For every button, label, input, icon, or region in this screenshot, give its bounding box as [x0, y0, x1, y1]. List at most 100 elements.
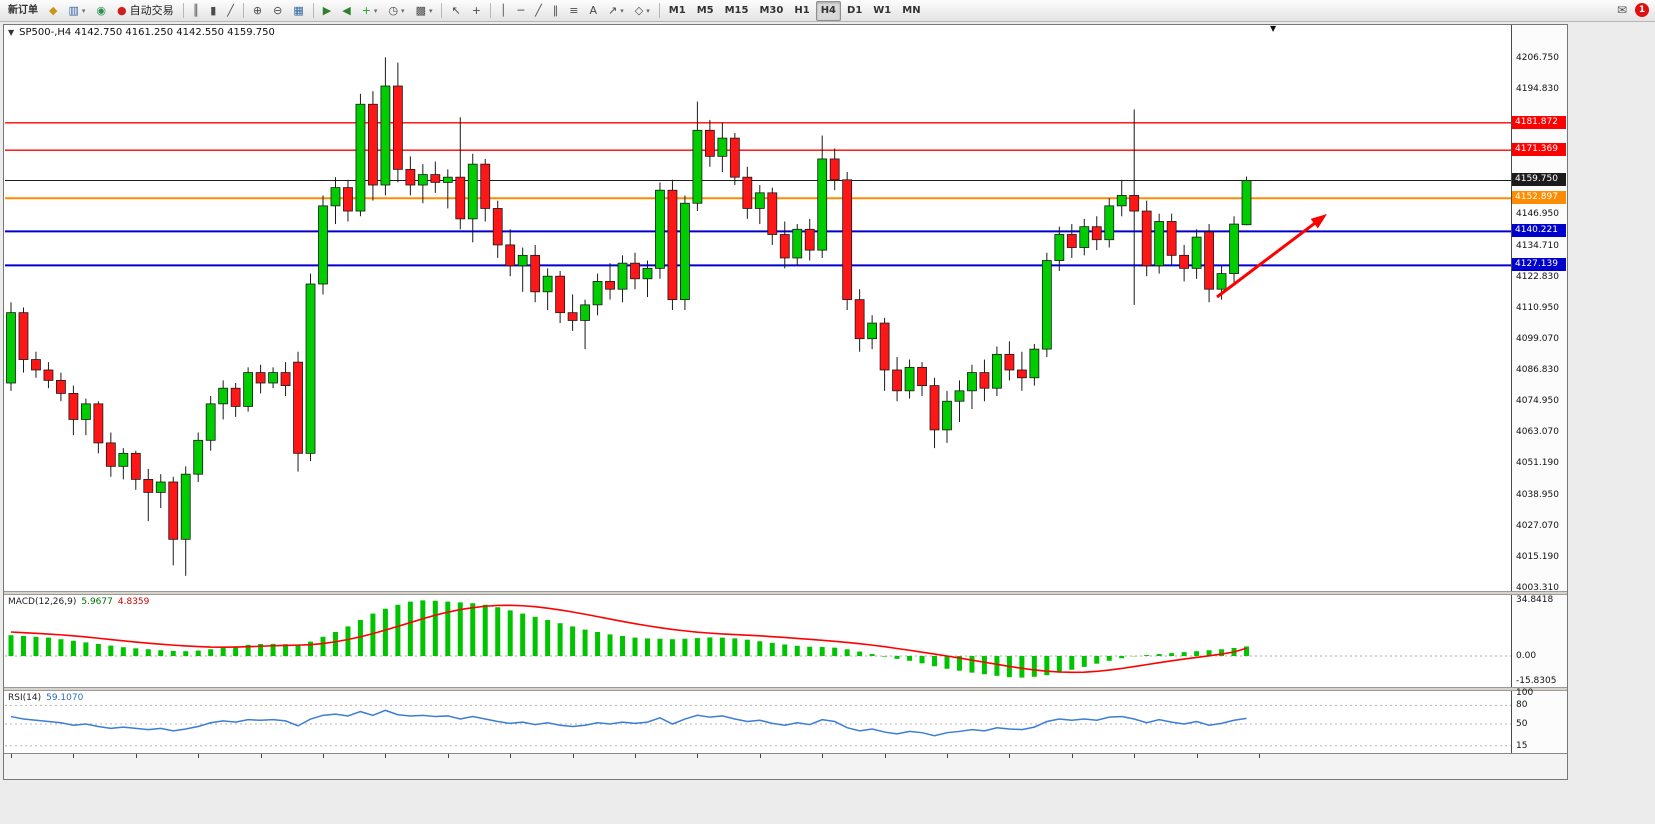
bar-chart-icon[interactable]: ║: [188, 1, 205, 21]
candle-up: [442, 176, 453, 183]
new-order-button-label: 新订单: [8, 4, 38, 16]
candle-down: [892, 369, 902, 392]
mail-icon[interactable]: ✉: [1616, 3, 1627, 17]
collapse-icon[interactable]: ▼: [8, 28, 15, 37]
timeframe-h4-button[interactable]: H4: [815, 0, 842, 21]
vertical-line-icon: │: [499, 4, 507, 17]
candle-up: [155, 481, 166, 493]
y-axis-label: 4110.950: [1516, 302, 1559, 313]
timeframe-d1-button[interactable]: D1: [842, 1, 867, 21]
chart-shift-icon[interactable]: ◀: [337, 1, 355, 21]
candle-up: [305, 283, 316, 454]
candle-up: [580, 304, 590, 321]
vertical-line-icon[interactable]: │: [495, 1, 512, 21]
x-axis-tick: [1196, 754, 1198, 758]
channel-icon: ∥: [552, 4, 559, 17]
candle-up: [1104, 205, 1115, 241]
market-watch-icon[interactable]: ◉: [91, 1, 111, 21]
candle-up: [1191, 236, 1202, 269]
x-axis-tick: [635, 754, 636, 758]
horizontal-line-icon[interactable]: ─: [513, 1, 530, 21]
shapes-icon[interactable]: ◇ ▾: [630, 1, 655, 21]
trendline-icon[interactable]: ╱: [530, 1, 547, 21]
x-axis-tick: [198, 754, 200, 758]
zoom-out-icon[interactable]: ⊖: [268, 1, 287, 21]
crosshair-icon[interactable]: +: [467, 1, 486, 21]
x-axis-tick: [1009, 754, 1011, 758]
timeframe-m5-button-label: M5: [696, 4, 714, 16]
chart-wizard-icon: ◆: [49, 4, 58, 17]
candle-up: [592, 280, 603, 306]
candle-down: [105, 442, 116, 467]
candle-up: [617, 262, 628, 290]
zoom-in-icon[interactable]: ⊕: [248, 1, 267, 21]
x-axis-tick: [1134, 754, 1136, 758]
candle-up: [1241, 180, 1252, 226]
x-axis-tick: [697, 754, 699, 758]
line-chart-icon[interactable]: ╱: [222, 1, 239, 21]
rsi-line: [10, 709, 1247, 737]
macd-signal-value: 4.8359: [117, 597, 150, 607]
candle-down: [854, 299, 865, 340]
timeframe-m30-button[interactable]: M30: [754, 1, 788, 21]
x-axis-tick: [11, 754, 12, 758]
macd-name: MACD(12,26,9): [8, 597, 77, 607]
timeframe-m5-button[interactable]: M5: [692, 1, 719, 21]
chart-shift-icon: ◀: [342, 4, 351, 17]
tile-windows-icon[interactable]: ▦: [288, 1, 308, 21]
new-chart-icon[interactable]: ▥ ▾: [63, 1, 90, 21]
x-axis-tick: [135, 754, 137, 758]
timeframe-m15-button[interactable]: M15: [720, 1, 754, 21]
macd-indicator: [5, 600, 1511, 678]
toolbar-separator: [182, 3, 184, 18]
indicators-add-icon[interactable]: + ▾: [357, 1, 383, 21]
y-axis-label: 4063.070: [1516, 427, 1559, 438]
panel-splitter-macd[interactable]: [4, 591, 1567, 595]
candle-down: [93, 403, 104, 444]
candle-up: [942, 400, 952, 431]
time-scale[interactable]: [4, 753, 1567, 779]
candle-up: [205, 403, 216, 441]
macd-scale-label: 34.8418: [1516, 595, 1554, 606]
new-order-button[interactable]: 新订单: [3, 1, 43, 21]
auto-trading-button[interactable]: ● 自动交易: [112, 1, 179, 21]
chart-wizard-icon[interactable]: ◆: [44, 1, 62, 21]
x-axis-tick: [447, 754, 449, 758]
templates-icon[interactable]: ▩ ▾: [411, 1, 438, 21]
candle-down: [368, 103, 378, 186]
macd-title: MACD(12,26,9) 5.9677 4.8359: [8, 597, 149, 607]
price-shift-marker-icon[interactable]: ▼: [1270, 24, 1277, 33]
candle-up: [467, 163, 478, 220]
candle-down: [1066, 234, 1077, 248]
candle-down: [505, 244, 516, 267]
timeframe-h1-button[interactable]: H1: [789, 1, 814, 21]
periods-icon[interactable]: ◷ ▾: [383, 1, 409, 21]
cursor-icon[interactable]: ↖: [446, 1, 465, 21]
auto-scroll-icon[interactable]: ▶: [318, 1, 336, 21]
candlestick-chart-icon[interactable]: ▮: [205, 1, 221, 21]
price-badge: 4152.897: [1512, 191, 1566, 205]
panel-splitter-rsi[interactable]: [4, 687, 1567, 691]
timeframe-w1-button[interactable]: W1: [868, 1, 896, 21]
timeframe-m1-button-label: M1: [668, 4, 686, 16]
arrows-icon[interactable]: ↗ ▾: [603, 1, 629, 21]
timeframe-m1-button[interactable]: M1: [664, 1, 691, 21]
candlestick-chart-icon: ▮: [210, 4, 217, 17]
channel-icon[interactable]: ∥: [548, 1, 564, 21]
candle-up: [268, 372, 278, 384]
text-icon[interactable]: A: [585, 1, 603, 21]
x-axis-tick: [510, 754, 512, 758]
y-axis-label: 4003.310: [1516, 583, 1559, 593]
fibonacci-icon[interactable]: ≡: [564, 1, 583, 21]
y-axis-label: 4074.950: [1516, 396, 1559, 407]
candle-up: [80, 403, 91, 420]
x-axis-tick: [73, 754, 75, 758]
notification-badge[interactable]: 1: [1635, 3, 1649, 17]
candle-down: [68, 393, 79, 420]
timeframe-mn-button[interactable]: MN: [897, 1, 925, 21]
text-icon: A: [589, 4, 598, 17]
y-axis-label: 4099.070: [1516, 333, 1559, 344]
candle-down: [1004, 353, 1015, 371]
